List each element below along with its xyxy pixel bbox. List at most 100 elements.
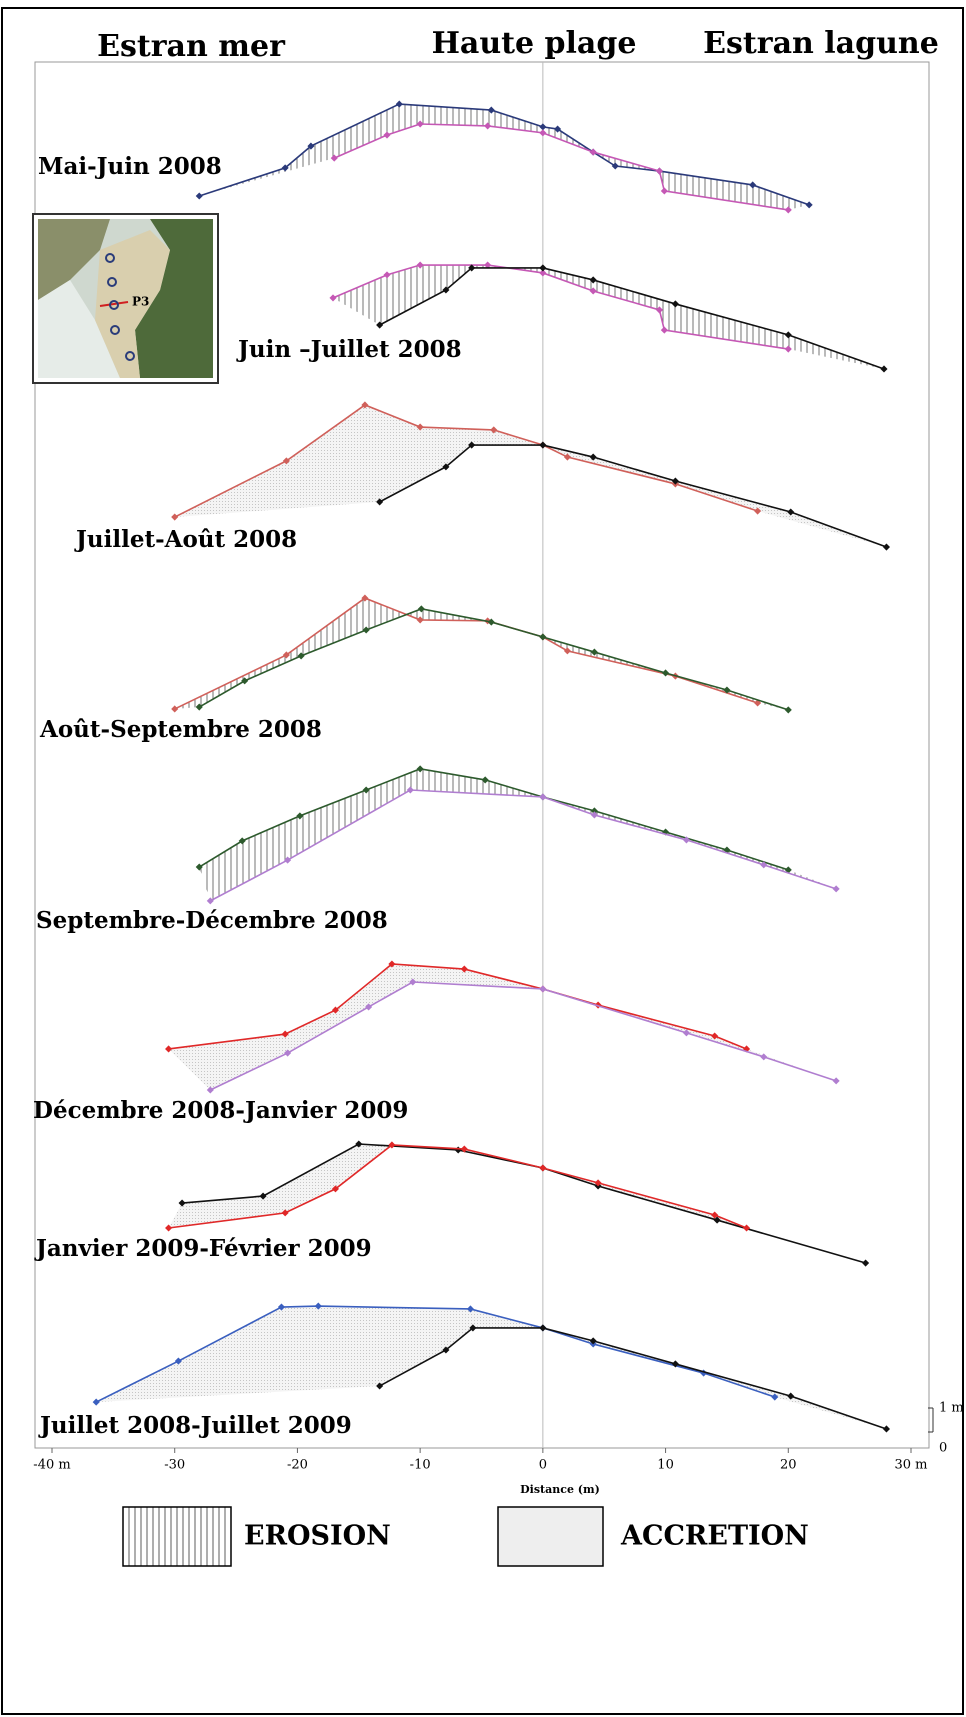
profile-point: [416, 765, 424, 773]
profile-point: [416, 120, 424, 128]
erosion-area: [199, 104, 810, 210]
profile-point: [442, 286, 450, 294]
profile-point: [805, 201, 813, 209]
profile-point: [329, 294, 337, 302]
panel-label: Août-Septembre 2008: [39, 716, 322, 743]
profile-line: [209, 789, 837, 902]
x-tick-label: 10: [657, 1458, 674, 1473]
profile-point: [284, 856, 292, 864]
x-tick-label: 20: [780, 1458, 797, 1473]
profile-line: [209, 981, 837, 1091]
profile-line: [379, 444, 887, 548]
profile-point: [307, 142, 315, 150]
profile-point: [487, 106, 495, 114]
profile-point: [784, 345, 792, 353]
profile-point: [362, 626, 370, 634]
legend-swatch: [497, 1506, 604, 1567]
x-tick-label: -30: [164, 1458, 185, 1473]
inset-label: P3: [132, 295, 149, 309]
profile-point: [563, 647, 571, 655]
profile-point: [195, 192, 203, 200]
profile-point: [376, 498, 384, 506]
x-tick-label: 30 m: [894, 1458, 927, 1473]
profile-point: [481, 776, 489, 784]
profile-point: [388, 960, 396, 968]
x-tick-label: -20: [287, 1458, 308, 1473]
profile-point: [611, 162, 619, 170]
profile-point: [171, 513, 179, 521]
profile-point: [417, 605, 425, 613]
profile-point: [195, 703, 203, 711]
legend-label: EROSION: [244, 1521, 391, 1552]
profile-point: [330, 154, 338, 162]
profile-point: [589, 287, 597, 295]
header: Haute plage: [432, 26, 637, 61]
profile-point: [539, 793, 547, 801]
header: Estran lagune: [703, 26, 939, 61]
profile-point: [589, 148, 597, 156]
x-axis-title: Distance (m): [520, 1483, 600, 1496]
profile-point: [832, 885, 840, 893]
x-tick-label: 0: [539, 1458, 547, 1473]
profile-point: [655, 167, 663, 175]
x-tick-label: -40 m: [33, 1458, 70, 1473]
profile-point: [682, 836, 690, 844]
profile-line: [199, 103, 810, 206]
profile-point: [454, 1146, 462, 1154]
profile-point: [660, 187, 668, 195]
profile-point: [238, 837, 246, 845]
profile-point: [92, 1398, 100, 1406]
header: Estran mer: [97, 29, 286, 64]
profile-point: [282, 457, 290, 465]
profile-point: [590, 807, 598, 815]
profile-point: [383, 271, 391, 279]
profile-point: [282, 651, 290, 659]
profile-point: [487, 618, 495, 626]
profile-point: [754, 507, 762, 515]
outer-border: [1, 7, 964, 1715]
profile-point: [376, 321, 384, 329]
profile-point: [784, 206, 792, 214]
profile-point: [590, 811, 598, 819]
profile-point: [589, 453, 597, 461]
profile-point: [862, 1259, 870, 1267]
y-tick-label: 1 m: [939, 1401, 964, 1416]
erosion-area: [174, 598, 789, 710]
profile-point: [671, 300, 679, 308]
profile-point: [832, 1077, 840, 1085]
profile-point: [395, 100, 403, 108]
panel-label: Juin –Juillet 2008: [236, 336, 462, 363]
profile-point: [539, 1324, 547, 1332]
profile-point: [468, 264, 476, 272]
panel-label: Mai-Juin 2008: [38, 153, 222, 180]
profile-point: [590, 648, 598, 656]
panel-label: Janvier 2009-Février 2009: [34, 1235, 372, 1262]
profile-line: [174, 597, 758, 710]
panel-label: Décembre 2008-Janvier 2009: [33, 1097, 408, 1124]
profile-point: [880, 365, 888, 373]
profile-line: [379, 267, 885, 370]
profile-point: [784, 706, 792, 714]
profile-point: [787, 508, 795, 516]
profile-point: [195, 863, 203, 871]
profile-point: [171, 705, 179, 713]
inset-map: P3: [32, 213, 219, 384]
accretion-area: [168, 964, 837, 1090]
profile-point: [361, 401, 369, 409]
legend-swatch: [122, 1506, 232, 1567]
profile-point: [362, 786, 370, 794]
profile-point: [331, 1006, 340, 1014]
y-tick-label: 0: [939, 1441, 947, 1456]
profile-point: [409, 978, 417, 986]
profile-point: [563, 453, 571, 461]
profile-point: [484, 261, 492, 269]
profile-point: [655, 306, 663, 314]
profile-point: [416, 616, 424, 624]
profile-point: [539, 269, 547, 277]
profile-point: [554, 125, 562, 133]
profile-point: [749, 181, 757, 189]
panel-label: Juillet 2008-Juillet 2009: [38, 1412, 352, 1439]
plot-frame: [34, 61, 930, 1449]
profile-point: [241, 677, 249, 685]
